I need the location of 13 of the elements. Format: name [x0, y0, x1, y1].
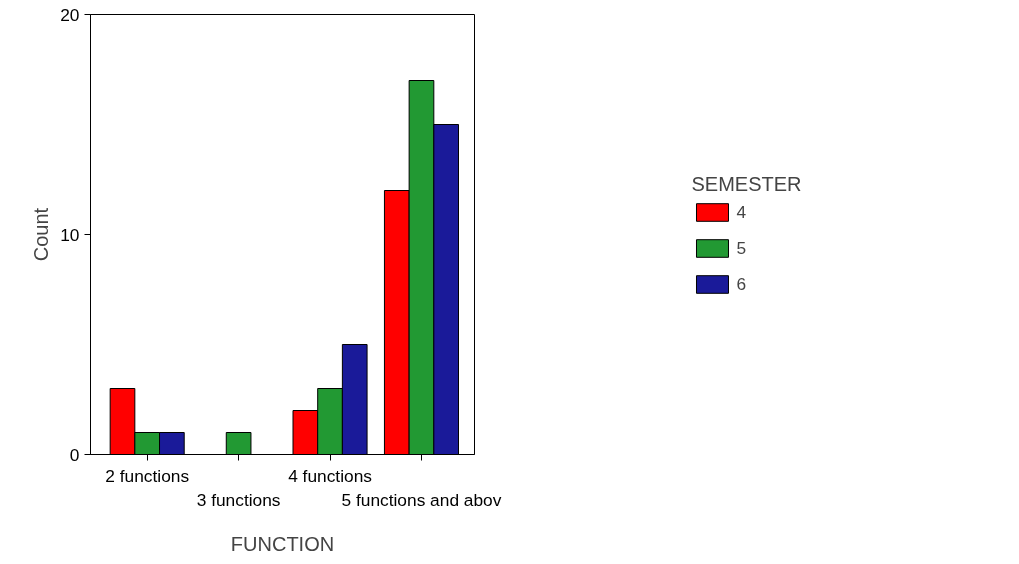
y-axis-title: Count	[30, 207, 53, 262]
legend-label: 5	[736, 237, 748, 259]
x-tick-label: 2 functions	[105, 465, 190, 486]
y-tick-label: 10	[60, 224, 80, 245]
y-tick-label: 20	[60, 4, 80, 25]
legend-title: SEMESTER	[691, 173, 802, 196]
y-tick-label: 0	[69, 444, 80, 465]
x-tick-label: 4 functions	[288, 465, 373, 486]
x-axis-title: FUNCTION	[230, 532, 335, 555]
legend-label: 4	[736, 201, 748, 223]
x-tick-label: 3 functions	[196, 489, 281, 510]
x-tick-label: 5 functions and abov	[341, 489, 502, 510]
legend-label: 6	[736, 273, 748, 295]
